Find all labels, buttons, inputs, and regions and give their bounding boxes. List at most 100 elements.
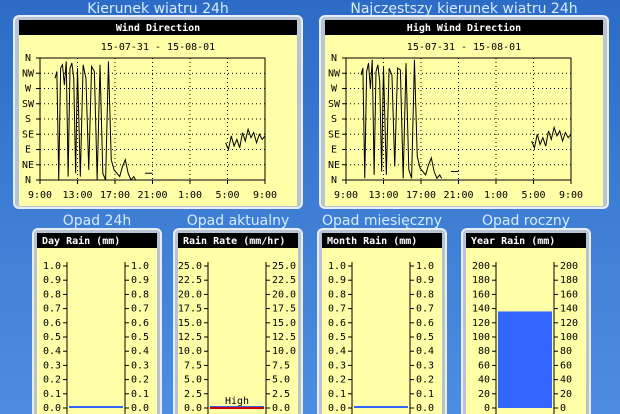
y-tick-label: 0.9 [43,275,61,286]
y-tick-label: 17.5 [178,304,202,315]
y-tick-label: 0.7 [416,304,434,315]
y-tick-label: NW [328,68,341,79]
y-tick-label: 17.5 [272,304,296,315]
y-tick-label: 0.9 [328,275,346,286]
y-tick-label: 0.2 [328,375,346,386]
x-tick-label: 5:00 [215,190,239,201]
y-tick-label: 15.0 [272,318,296,329]
y-tick-label: 1.0 [328,261,346,272]
y-tick-label: W [331,84,338,95]
panel-header [466,233,586,248]
y-tick-label: 0.8 [43,289,61,300]
panel-subtitle: Year Rain (mm) [471,235,555,247]
y-tick-label: W [25,84,32,95]
x-tick-label: 13:00 [368,190,398,201]
y-tick-label: S [331,114,337,125]
panel-title: Opad roczny [482,213,570,229]
y-tick-label: N [25,53,31,64]
x-tick-label: 1:00 [178,190,202,201]
y-tick-label: 200 [472,261,490,272]
y-tick-label: 10.0 [272,346,296,357]
y-tick-label: 25.0 [178,261,202,272]
y-tick-label: 1.0 [131,261,149,272]
y-tick-label: 60 [478,360,490,371]
y-tick-label: 160 [560,289,578,300]
x-tick-label: 13:00 [62,190,92,201]
rain-bar [354,406,408,408]
y-tick-label: E [331,145,337,156]
y-tick-label: 180 [560,275,578,286]
y-tick-label: 0.9 [416,275,434,286]
y-tick-label: 120 [560,318,578,329]
x-tick-label: 9:00 [559,190,583,201]
y-tick-label: 0.6 [43,318,61,329]
panel-subtitle: Rain Rate (mm/hr) [183,235,285,247]
y-tick-label: 0.0 [184,403,202,414]
x-tick-label: 9:00 [28,190,52,201]
y-tick-label: N [331,175,337,186]
y-tick-label: 0.5 [43,332,61,343]
y-tick-label: 40 [560,375,572,386]
y-tick-label: 5.0 [272,375,290,386]
y-tick-label: 12.5 [272,332,296,343]
y-tick-label: 160 [472,289,490,300]
y-tick-label: SW [328,99,341,110]
y-tick-label: 120 [472,318,490,329]
y-tick-label: 0.2 [416,375,434,386]
panel-title: Opad miesięczny [322,213,442,229]
panel-title: Opad 24h [63,213,132,229]
x-tick-label: 17:00 [406,190,436,201]
panel-subtitle: Wind Direction [116,22,200,34]
y-tick-label: N [331,53,337,64]
y-tick-label: 0.8 [328,289,346,300]
y-tick-label: 20.0 [178,289,202,300]
x-tick-label: 17:00 [100,190,130,201]
x-tick-label: 1:00 [484,190,508,201]
y-tick-label: 0.7 [328,304,346,315]
y-tick-label: 80 [560,346,572,357]
date-range: 15-07-31 - 15-08-01 [101,42,215,53]
x-tick-label: 9:00 [334,190,358,201]
y-tick-label: 0.7 [43,304,61,315]
y-tick-label: 0.9 [131,275,149,286]
y-tick-label: 0.0 [328,403,346,414]
y-tick-label: 15.0 [178,318,202,329]
y-tick-label: 0.5 [328,332,346,343]
y-tick-label: 0 [484,403,490,414]
x-tick-label: 21:00 [443,190,473,201]
y-tick-label: SE [328,129,340,140]
y-tick-label: 40 [478,375,490,386]
date-range: 15-07-31 - 15-08-01 [407,42,521,53]
panel-header [37,233,157,248]
panel-subtitle: Month Rain (mm) [327,235,417,247]
y-tick-label: 60 [560,360,572,371]
wind-line [531,125,572,150]
x-tick-label: 5:00 [521,190,545,201]
plot-background [325,20,603,206]
y-tick-label: 0.3 [131,360,149,371]
y-tick-label: 20 [560,389,572,400]
plot-frame [39,57,266,181]
y-tick-label: 0.1 [328,389,346,400]
panel-title: Kierunek wiatru 24h [87,1,229,17]
y-tick-label: 0.2 [131,375,149,386]
y-tick-label: 0.0 [131,403,149,414]
y-tick-label: 0.0 [272,403,290,414]
y-tick-label: 7.5 [272,360,290,371]
high-label: High [225,396,249,407]
panel-title: Opad aktualny [187,213,290,229]
y-tick-label: 140 [560,304,578,315]
y-tick-label: 0.3 [416,360,434,371]
y-tick-label: S [25,114,31,125]
y-tick-label: 7.5 [184,360,202,371]
y-tick-label: NE [328,160,340,171]
y-tick-label: 0.4 [43,346,61,357]
y-tick-label: 22.5 [178,275,202,286]
rain-bar [498,311,552,408]
y-tick-label: 0.4 [131,346,149,357]
panel-subtitle: Day Rain (mm) [42,235,120,247]
panel-header [322,233,442,248]
y-tick-label: 0.6 [328,318,346,329]
gauge-background [322,233,442,414]
